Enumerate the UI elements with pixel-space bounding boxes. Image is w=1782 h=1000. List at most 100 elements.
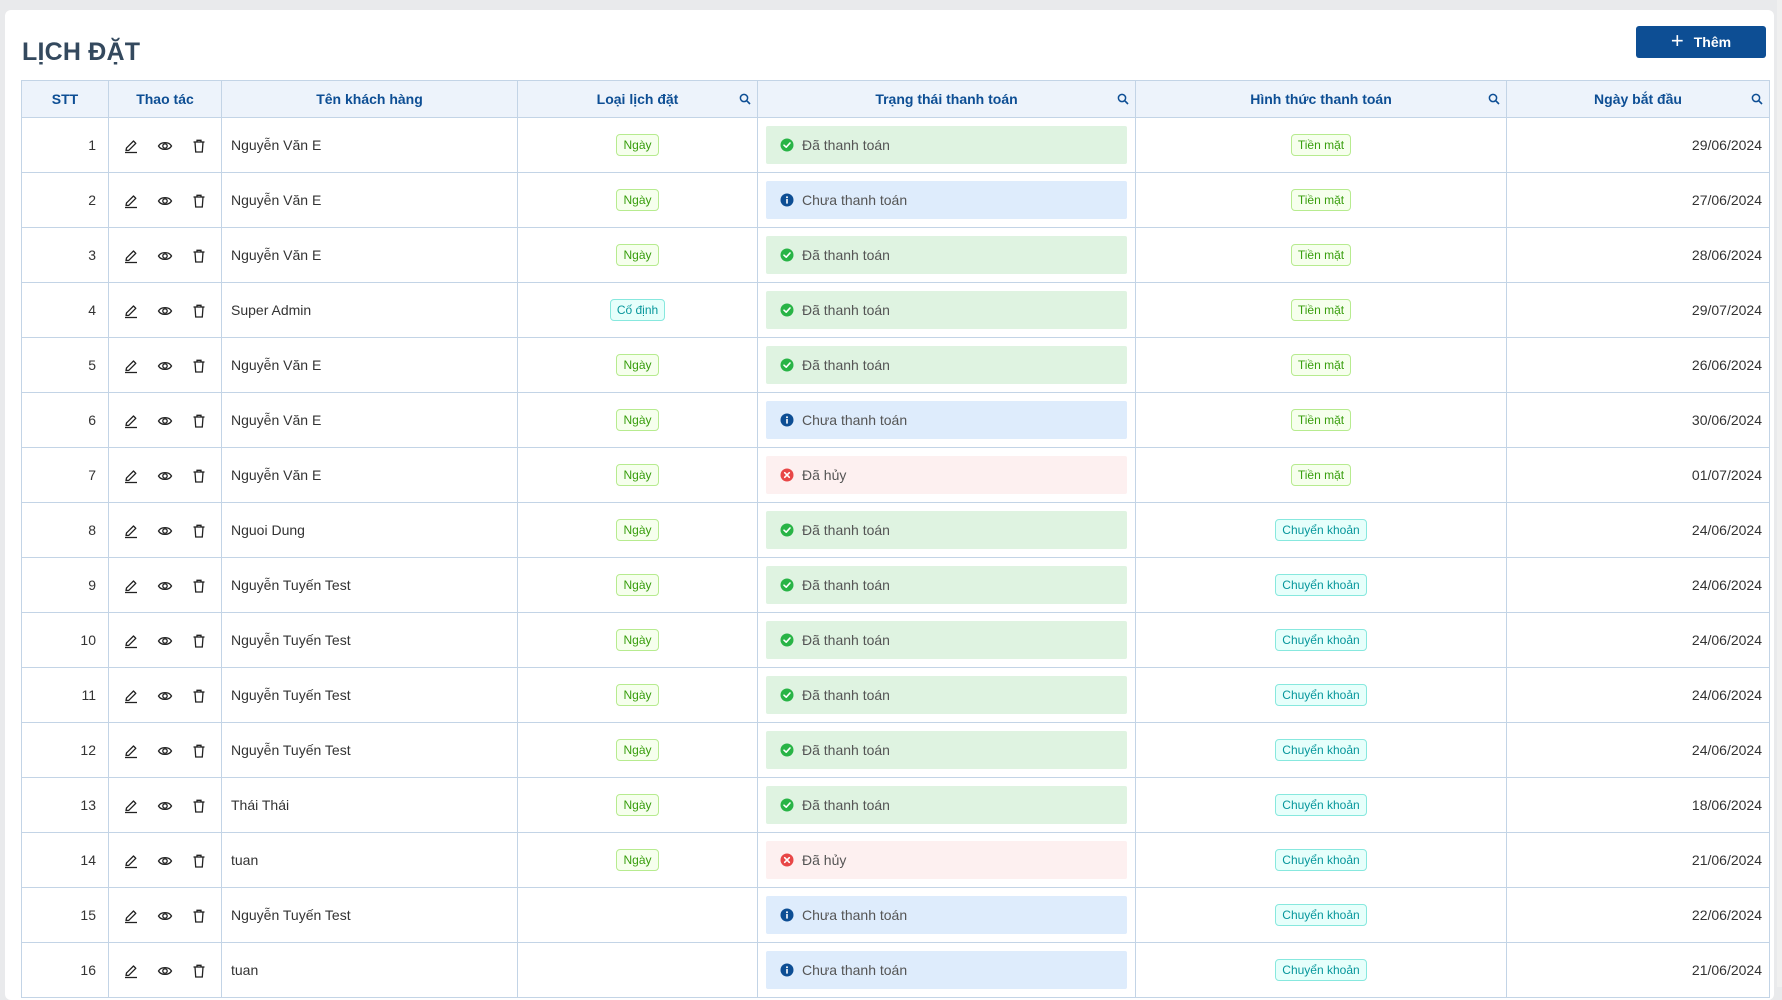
payment-status-label: Đã thanh toán [802,632,890,648]
row-actions [108,282,222,338]
payment-status-badge: Chưa thanh toán [766,951,1127,989]
delete-icon[interactable] [191,853,207,869]
row-type-cell: Cố định [517,282,758,338]
payment-status-badge: Đã thanh toán [766,236,1127,274]
edit-icon[interactable] [123,908,139,924]
row-actions [108,172,222,228]
booking-type-tag: Ngày [616,409,659,431]
view-icon[interactable] [157,743,173,759]
delete-icon[interactable] [191,413,207,429]
view-icon[interactable] [157,798,173,814]
view-icon[interactable] [157,908,173,924]
booking-type-tag: Ngày [616,849,659,871]
view-icon[interactable] [157,688,173,704]
edit-icon[interactable] [123,633,139,649]
row-method-cell: Chuyển khoản [1135,667,1507,723]
row-status-cell: Đã thanh toán [757,117,1136,173]
edit-icon[interactable] [123,688,139,704]
delete-icon[interactable] [191,248,207,264]
header-type: Loại lịch đặt [517,80,758,118]
header-customer: Tên khách hàng [221,80,518,118]
row-customer-name: Nguyễn Văn E [221,227,518,283]
delete-icon[interactable] [191,358,207,374]
search-icon[interactable] [1117,93,1129,105]
delete-icon[interactable] [191,633,207,649]
payment-status-badge: Đã hủy [766,456,1127,494]
edit-icon[interactable] [123,468,139,484]
delete-icon[interactable] [191,303,207,319]
row-actions [108,667,222,723]
payment-method-tag: Tiền mặt [1290,464,1352,486]
edit-icon[interactable] [123,853,139,869]
view-icon[interactable] [157,303,173,319]
payment-status-badge: Đã thanh toán [766,126,1127,164]
header-actions: Thao tác [108,80,222,118]
row-customer-name: tuan [221,832,518,888]
edit-icon[interactable] [123,963,139,979]
booking-type-tag: Ngày [616,519,659,541]
page-container: LỊCH ĐẶT + Thêm STT Thao tác Tên khách h… [5,10,1774,1000]
row-status-cell: Đã thanh toán [757,227,1136,283]
edit-icon[interactable] [123,523,139,539]
booking-type-tag: Cố định [609,299,666,321]
row-method-cell: Tiền mặt [1135,392,1507,448]
add-button[interactable]: + Thêm [1636,26,1766,58]
edit-icon[interactable] [123,193,139,209]
view-icon[interactable] [157,578,173,594]
view-icon[interactable] [157,358,173,374]
row-stt: 9 [21,557,109,613]
edit-icon[interactable] [123,138,139,154]
view-icon[interactable] [157,523,173,539]
edit-icon[interactable] [123,578,139,594]
payment-method-tag: Tiền mặt [1290,244,1352,266]
delete-icon[interactable] [191,743,207,759]
row-actions [108,832,222,888]
view-icon[interactable] [157,468,173,484]
edit-icon[interactable] [123,798,139,814]
edit-icon[interactable] [123,413,139,429]
edit-icon[interactable] [123,248,139,264]
delete-icon[interactable] [191,193,207,209]
search-icon[interactable] [739,93,751,105]
search-icon[interactable] [1488,93,1500,105]
row-method-cell: Chuyển khoản [1135,832,1507,888]
view-icon[interactable] [157,963,173,979]
row-stt: 13 [21,777,109,833]
row-actions [108,942,222,998]
view-icon[interactable] [157,193,173,209]
table-row: 16 tuan Chưa thanh toán Chuyển khoản 21/… [21,942,1770,998]
delete-icon[interactable] [191,578,207,594]
delete-icon[interactable] [191,468,207,484]
row-start-date: 29/07/2024 [1506,282,1770,338]
row-status-cell: Chưa thanh toán [757,942,1136,998]
page-title: LỊCH ĐẶT [22,38,141,66]
payment-method-tag: Tiền mặt [1290,354,1352,376]
row-actions [108,612,222,668]
delete-icon[interactable] [191,798,207,814]
edit-icon[interactable] [123,358,139,374]
view-icon[interactable] [157,633,173,649]
row-customer-name: Nguyễn Tuyến Test [221,887,518,943]
delete-icon[interactable] [191,523,207,539]
table-row: 9 Nguyễn Tuyến Test Ngày Đã thanh toán C… [21,557,1770,613]
row-type-cell: Ngày [517,722,758,778]
payment-method-tag: Tiền mặt [1290,299,1352,321]
booking-type-tag: Ngày [616,354,659,376]
view-icon[interactable] [157,413,173,429]
delete-icon[interactable] [191,963,207,979]
edit-icon[interactable] [123,743,139,759]
delete-icon[interactable] [191,908,207,924]
delete-icon[interactable] [191,138,207,154]
row-status-cell: Đã thanh toán [757,667,1136,723]
page-scrollbar[interactable] [1777,0,1782,987]
view-icon[interactable] [157,853,173,869]
table-row: 1 Nguyễn Văn E Ngày Đã thanh toán Tiền m… [21,117,1770,173]
row-actions [108,777,222,833]
delete-icon[interactable] [191,688,207,704]
table-row: 2 Nguyễn Văn E Ngày Chưa thanh toán Tiền… [21,172,1770,228]
view-icon[interactable] [157,248,173,264]
view-icon[interactable] [157,138,173,154]
edit-icon[interactable] [123,303,139,319]
search-icon[interactable] [1751,93,1763,105]
payment-method-tag: Tiền mặt [1290,189,1352,211]
